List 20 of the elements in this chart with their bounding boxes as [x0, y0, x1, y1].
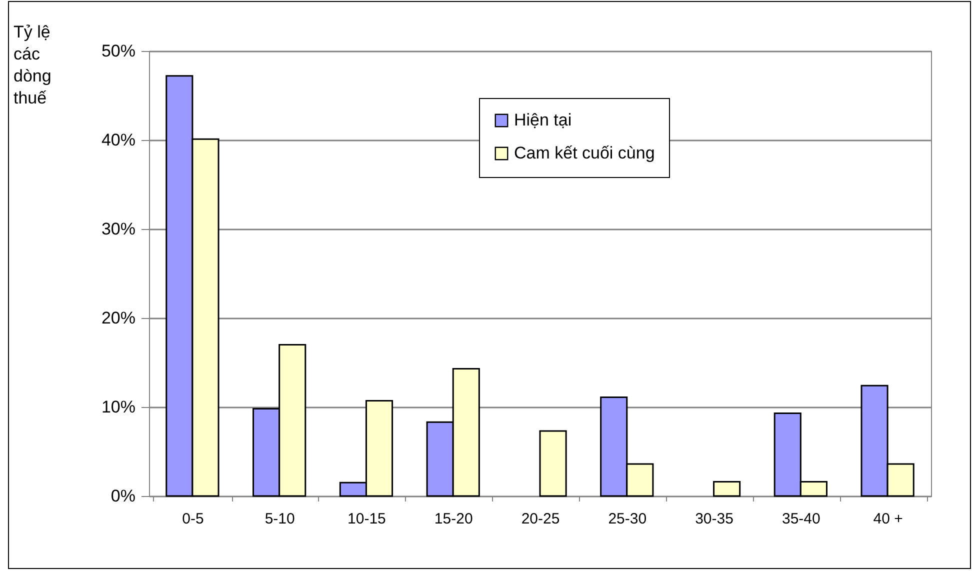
y-tick-label: 40%	[101, 130, 136, 150]
x-tick-label: 10-15	[348, 510, 386, 528]
legend-label: Cam kết cuối cùng	[514, 144, 655, 162]
y-tick-label: 10%	[101, 398, 136, 416]
x-tick-label: 25-30	[608, 510, 647, 528]
y-tick-label: 30%	[101, 220, 136, 238]
x-tick-label: 20-25	[521, 510, 560, 528]
legend-label: Hiện tại	[514, 110, 572, 130]
x-tick-label: 30-35	[695, 510, 734, 528]
x-tick-label: 35-40	[782, 510, 820, 528]
x-tick-label: 0-5	[182, 510, 204, 528]
y-tick-label: 0%	[110, 486, 136, 506]
bar	[713, 481, 741, 497]
bar	[539, 430, 567, 497]
y-axis-title: Tỷ lệ các dòng thuế	[14, 22, 52, 108]
y-tick-label: 20%	[101, 308, 136, 328]
x-tick-label: 40 +	[873, 510, 904, 528]
x-tick-label: 5-10	[264, 510, 295, 528]
y-tick-label: 50%	[101, 42, 136, 60]
x-tick-label: 15-20	[434, 510, 473, 528]
